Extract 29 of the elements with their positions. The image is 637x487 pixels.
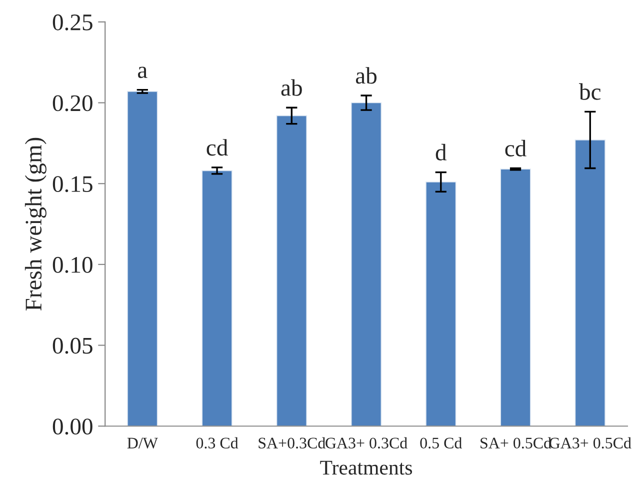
- y-tick-label: 0.00: [52, 418, 92, 435]
- x-tick-label: SA+0.3Cd: [258, 437, 326, 449]
- y-tick-label: 0.25: [52, 14, 92, 30]
- bar: [127, 91, 158, 426]
- bar: [500, 168, 531, 426]
- annotation: cd: [505, 140, 526, 156]
- annotation: ab: [281, 79, 302, 96]
- y-tick-label: 0.20: [52, 95, 92, 112]
- annotation: ab: [356, 67, 377, 84]
- x-tick-label: GA3+ 0.3Cd: [326, 437, 408, 449]
- annotation: bc: [578, 83, 601, 100]
- x-tick-label: 0.5 Cd: [420, 437, 462, 449]
- bar: [574, 140, 606, 426]
- bar: [276, 115, 307, 426]
- x-tick-label: GA3+ 0.5Cd: [549, 437, 632, 449]
- annotation: a: [138, 66, 148, 78]
- x-tick-label: SA+ 0.5Cd: [480, 437, 552, 449]
- annotation: d: [436, 144, 447, 161]
- y-tick-label: 0.05: [52, 338, 92, 354]
- bar: [426, 182, 456, 426]
- y-tick-label: 0.15: [52, 176, 92, 192]
- bar: [202, 170, 232, 426]
- annotation: cd: [206, 139, 228, 156]
- x-tick-label: 0.3 Cd: [196, 437, 238, 449]
- y-tick-label: 0.10: [52, 256, 92, 273]
- y-axis-title: Fresh weight (gm): [24, 138, 46, 311]
- x-axis-title: Treatments: [320, 460, 412, 475]
- x-tick-label: D/W: [127, 438, 158, 449]
- bar: [350, 102, 382, 426]
